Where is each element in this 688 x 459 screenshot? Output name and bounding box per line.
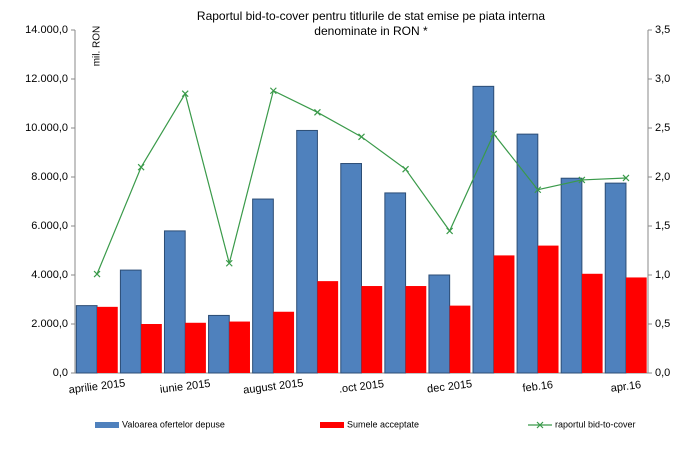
x-tick-label: iunie 2015 [159,378,211,396]
marker [622,174,630,182]
y-tick-label: 14.000,0 [25,24,68,36]
y2-tick-label: 2,5 [655,122,670,134]
y2-tick-label: 1,0 [655,269,670,281]
chart-title: denominate in RON * [314,24,428,38]
legend-swatch [95,422,119,428]
marker [358,133,365,141]
bar [141,324,162,373]
legend-swatch [320,422,344,428]
marker [93,270,101,278]
bar [493,255,515,373]
marker [269,87,277,95]
legend-label: Valoarea ofertelor depuse [122,419,225,429]
marker [181,90,189,98]
marker [313,108,321,116]
y-axis-label: mil. RON [92,26,103,67]
bar [163,230,186,374]
y-tick-label: 8.000,0 [31,171,68,183]
bar [604,182,627,374]
chart-title: Raportul bid-to-cover pentru titlurile d… [197,9,546,23]
bar [208,314,230,374]
bar [252,198,274,374]
marker [137,163,145,171]
marker [578,176,586,184]
marker [490,130,498,138]
y-tick-label: 4.000,0 [31,269,68,281]
x-tick-label: feb.16 [522,379,554,395]
y2-tick-label: 0,0 [655,367,670,379]
bar [428,274,451,374]
marker [446,227,454,235]
marker [534,186,542,194]
bar [537,245,559,373]
y-tick-label: 0,0 [53,367,68,379]
y-tick-label: 12.000,0 [25,73,68,85]
y-tick-label: 6.000,0 [31,220,68,232]
bar [185,322,206,373]
bar [119,269,142,374]
marker [225,259,233,267]
legend-label: raportul bid-to-cover [555,419,636,429]
y2-tick-label: 3,5 [655,24,670,36]
x-tick-label: aprilie 2015 [68,377,126,396]
x-tick-label: august 2015 [243,377,305,396]
bar [340,163,362,374]
bar [405,286,427,373]
marker [402,165,410,173]
y2-tick-label: 1,5 [655,220,670,232]
bar [229,321,250,373]
y2-tick-label: 2,0 [655,171,670,183]
x-tick-label: apr.16 [610,379,642,395]
x-tick-label: .oct 2015 [338,378,384,395]
y-tick-label: 10.000,0 [25,122,68,134]
bar [472,85,495,374]
bar [273,311,295,373]
bar [516,133,539,374]
bar [97,306,118,373]
bar [625,277,647,373]
bar [449,305,471,373]
y2-tick-label: 3,0 [655,73,670,85]
bar [296,129,318,374]
legend-swatch [536,421,544,429]
bar [361,286,383,373]
bar [560,177,583,374]
legend-label: Sumele acceptate [347,419,419,429]
bar [317,281,339,373]
x-tick-label: dec 2015 [426,378,472,395]
bar [581,273,603,373]
y-tick-label: 2.000,0 [31,318,68,330]
bar [75,305,98,374]
y2-tick-label: 0,5 [655,318,670,330]
bar [384,192,407,374]
